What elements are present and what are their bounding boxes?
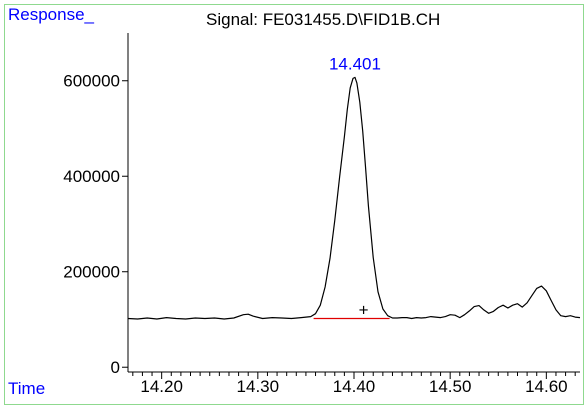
x-tick-label: 14.30	[237, 377, 280, 396]
peak-marker: +	[359, 300, 369, 319]
peak-label: 14.401	[329, 54, 381, 73]
x-tick-label: 14.20	[140, 377, 183, 396]
x-axis-label: Time	[8, 379, 45, 398]
x-tick-label: 14.60	[525, 377, 568, 396]
chart-frame	[4, 4, 584, 405]
y-axis-label: Response_	[8, 5, 95, 24]
x-tick-label: 14.40	[333, 377, 376, 396]
signal-trace	[127, 76, 581, 320]
y-tick-label: 200000	[63, 263, 120, 282]
y-tick-label: 400000	[63, 167, 120, 186]
y-tick-label: 0	[111, 358, 120, 377]
x-tick-label: 14.50	[429, 377, 472, 396]
chart-title: Signal: FE031455.D\FID1B.CH	[206, 10, 440, 29]
y-tick-label: 600000	[63, 72, 120, 91]
